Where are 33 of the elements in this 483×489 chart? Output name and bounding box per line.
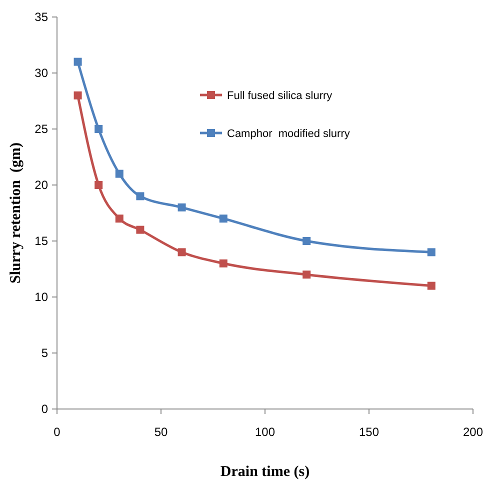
point — [427, 248, 436, 256]
point — [427, 282, 436, 290]
point — [94, 125, 103, 133]
y-tick-label: 0 — [41, 402, 48, 416]
y-axis-title: Slurry retention (gm) — [8, 142, 24, 284]
point — [74, 91, 82, 100]
y-tick-label: 20 — [34, 178, 48, 192]
y-tick-label: 5 — [41, 346, 48, 360]
point — [74, 58, 82, 66]
x-tick-label: 200 — [462, 425, 483, 439]
point — [302, 237, 311, 245]
y-tick-label: 35 — [34, 10, 48, 24]
x-tick-label: 100 — [254, 425, 276, 439]
point — [115, 170, 124, 178]
legend-label: Full fused silica slurry — [227, 90, 333, 102]
point — [136, 192, 144, 200]
point — [219, 214, 228, 223]
point — [302, 270, 311, 279]
x-tick-label: 50 — [154, 425, 168, 439]
point — [178, 248, 186, 256]
legend-label: Camphor modified slurry — [227, 128, 350, 140]
y-tick-label: 15 — [34, 234, 48, 248]
point — [178, 203, 186, 212]
y-tick-label: 10 — [34, 290, 48, 304]
x-tick-label: 150 — [358, 425, 380, 439]
x-tick-label: 0 — [54, 425, 61, 439]
x-axis-title: Drain time (s) — [220, 464, 310, 480]
y-tick-label: 25 — [34, 122, 48, 136]
point — [94, 181, 103, 189]
point — [219, 259, 228, 268]
y-tick-label: 30 — [34, 66, 48, 80]
point — [115, 214, 124, 223]
point — [136, 226, 144, 234]
